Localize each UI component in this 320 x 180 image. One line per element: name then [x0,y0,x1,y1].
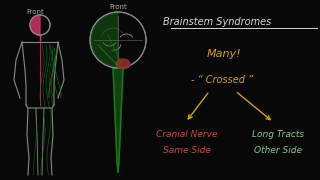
Wedge shape [30,15,40,35]
Text: Same Side: Same Side [163,146,211,155]
Ellipse shape [116,59,130,69]
Polygon shape [113,68,123,172]
Text: - “ Crossed ”: - “ Crossed ” [191,75,253,85]
Text: Long Tracts: Long Tracts [252,130,304,139]
Text: Other Side: Other Side [254,146,302,155]
Text: Cranial Nerve: Cranial Nerve [156,130,218,139]
Text: Brainstem Syndromes: Brainstem Syndromes [164,17,272,27]
Wedge shape [91,13,118,67]
Text: Front: Front [26,9,44,15]
Text: Front: Front [109,4,127,10]
Text: Many!: Many! [207,49,241,59]
